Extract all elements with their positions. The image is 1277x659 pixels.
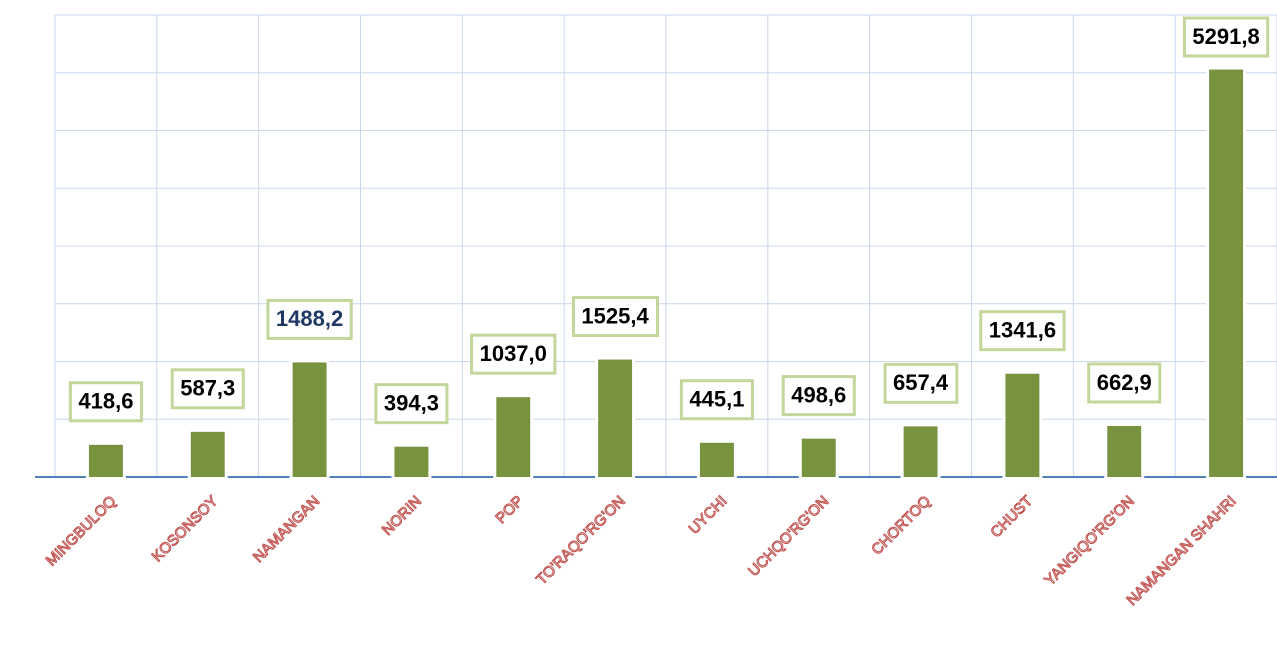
- bar: [190, 431, 225, 477]
- value-label-box: [679, 379, 754, 421]
- value-label-group: 587,3: [170, 368, 245, 410]
- x-tick-label: NAMANGAN: [250, 493, 323, 566]
- value-label: 1037,0: [480, 341, 547, 366]
- x-tick-label: UCHQO'RG'ON: [745, 493, 832, 580]
- value-label-group: 1525,4: [571, 296, 659, 338]
- x-tick-label: CHORTOQ: [868, 493, 934, 559]
- value-label-box: [374, 383, 449, 425]
- value-label-box: [979, 310, 1066, 352]
- value-label: 662,9: [1097, 370, 1152, 395]
- bar: [292, 362, 327, 477]
- value-label: 587,3: [180, 376, 235, 401]
- value-label-box: [170, 368, 245, 410]
- value-label: 445,1: [689, 387, 744, 412]
- value-label-box: [781, 375, 856, 417]
- value-label: 394,3: [384, 390, 439, 415]
- value-label: 1525,4: [581, 303, 649, 328]
- bar: [1107, 425, 1142, 477]
- x-tick-label: YANGIQO'RG'ON: [1041, 493, 1138, 590]
- value-label-group: 498,6: [781, 375, 856, 417]
- bar: [1005, 373, 1040, 477]
- x-tick-label: MINGBULOQ: [43, 493, 120, 570]
- bar: [88, 444, 123, 477]
- value-label: 657,4: [893, 370, 949, 395]
- value-label: 1341,6: [989, 318, 1056, 343]
- bar: [699, 442, 734, 477]
- value-label-group: 418,6: [68, 381, 143, 423]
- value-label-box: [470, 333, 557, 375]
- bar: [903, 426, 938, 477]
- value-label-group: 5291,8: [1182, 16, 1270, 58]
- value-label-box: [68, 381, 143, 423]
- bar: [394, 446, 429, 477]
- value-label-group: 1488,2: [266, 298, 353, 340]
- value-label-group: 662,9: [1087, 362, 1162, 404]
- value-label-box: [883, 362, 959, 404]
- value-label-group: 657,4: [883, 362, 959, 404]
- value-label: 498,6: [791, 382, 846, 407]
- value-label: 1488,2: [276, 306, 343, 331]
- value-label-box: [571, 296, 659, 338]
- value-label: 5291,8: [1192, 24, 1259, 49]
- x-tick-label: NAMANGAN SHAHRI: [1123, 493, 1239, 609]
- value-label-box: [266, 298, 353, 340]
- value-label-group: 394,3: [374, 383, 449, 425]
- bar: [598, 359, 633, 477]
- value-label-box: [1087, 362, 1162, 404]
- bar: [801, 438, 836, 477]
- value-label-group: 1341,6: [979, 310, 1066, 352]
- x-tick-label: TO'RAQO'RG'ON: [533, 493, 629, 589]
- x-tick-label: CHUST: [987, 493, 1036, 542]
- value-label: 418,6: [78, 389, 133, 414]
- value-label-group: 1037,0: [470, 333, 557, 375]
- x-tick-label: KOSONSOY: [149, 493, 222, 566]
- x-tick-label: UYCHI: [686, 493, 731, 538]
- bar: [496, 397, 531, 477]
- bar: [1209, 69, 1244, 477]
- x-tick-label: POP: [492, 493, 526, 527]
- value-label-box: [1182, 16, 1270, 58]
- value-label-group: 445,1: [679, 379, 754, 421]
- x-tick-label: NORIN: [379, 493, 425, 539]
